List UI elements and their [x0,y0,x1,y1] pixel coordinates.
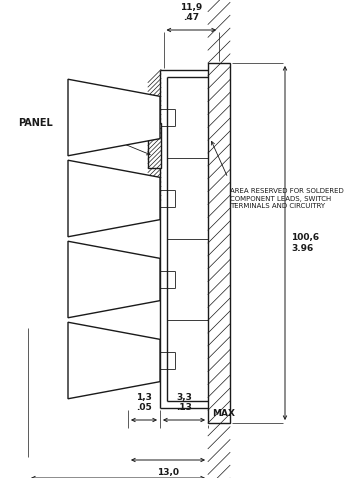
Text: 1,3
.05: 1,3 .05 [136,392,152,412]
Polygon shape [68,322,160,399]
Polygon shape [68,160,160,237]
Polygon shape [68,241,160,318]
Bar [148,123,161,168]
Text: 11,9
.47: 11,9 .47 [180,2,202,22]
Polygon shape [68,79,160,156]
Text: AREA RESERVED FOR SOLDERED
COMPONENT LEADS, SWITCH
TERMINALS AND CIRCUITRY: AREA RESERVED FOR SOLDERED COMPONENT LEA… [230,188,344,209]
Text: PANEL: PANEL [18,118,53,128]
Text: 3,3
.13: 3,3 .13 [176,392,192,412]
Text: MAX: MAX [212,410,235,419]
Text: 13,0
.51: 13,0 .51 [157,468,179,478]
Bar [208,63,230,423]
Text: 100,6
3.96: 100,6 3.96 [291,233,319,253]
